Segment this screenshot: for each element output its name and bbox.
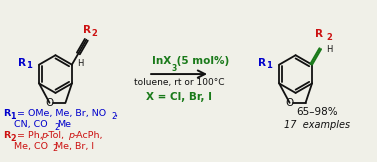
Text: (5 mol%): (5 mol%): [173, 56, 229, 66]
Text: Me, CO: Me, CO: [14, 142, 48, 151]
Text: 3: 3: [171, 64, 176, 73]
Text: InX: InX: [152, 56, 171, 66]
Text: R: R: [3, 109, 10, 118]
Text: X = Cl, Br, I: X = Cl, Br, I: [146, 92, 212, 102]
Text: Me, Br, I: Me, Br, I: [55, 142, 95, 151]
Text: R: R: [315, 29, 323, 39]
Text: 1: 1: [267, 61, 272, 70]
Text: -Tol,: -Tol,: [46, 131, 66, 140]
Text: 17  examples: 17 examples: [285, 120, 351, 130]
Text: = Ph,: = Ph,: [14, 131, 45, 140]
Text: H: H: [77, 59, 83, 68]
Text: CN, CO: CN, CO: [14, 120, 47, 129]
Text: 2: 2: [326, 33, 332, 42]
Text: ,: ,: [114, 109, 117, 118]
Text: O: O: [285, 98, 294, 108]
Text: p: p: [41, 131, 46, 140]
Text: H: H: [326, 45, 332, 54]
Text: R: R: [258, 58, 266, 68]
Text: R: R: [83, 25, 91, 35]
Text: 2: 2: [10, 133, 16, 143]
Text: 2: 2: [55, 123, 60, 132]
Text: = OMe, Me, Br, NO: = OMe, Me, Br, NO: [14, 109, 106, 118]
Text: 2: 2: [111, 112, 116, 121]
Text: 2: 2: [91, 29, 97, 38]
Text: 65–98%: 65–98%: [297, 107, 338, 117]
Text: Me: Me: [57, 120, 72, 129]
Text: 1: 1: [26, 61, 32, 70]
Text: R: R: [3, 131, 10, 140]
Text: p: p: [69, 131, 74, 140]
Text: R: R: [18, 58, 26, 68]
Text: 1: 1: [10, 112, 16, 121]
Text: 2: 2: [52, 144, 58, 153]
Text: -AcPh,: -AcPh,: [74, 131, 103, 140]
Text: toluene, rt or 100°C: toluene, rt or 100°C: [134, 78, 224, 87]
Text: O: O: [45, 98, 54, 108]
